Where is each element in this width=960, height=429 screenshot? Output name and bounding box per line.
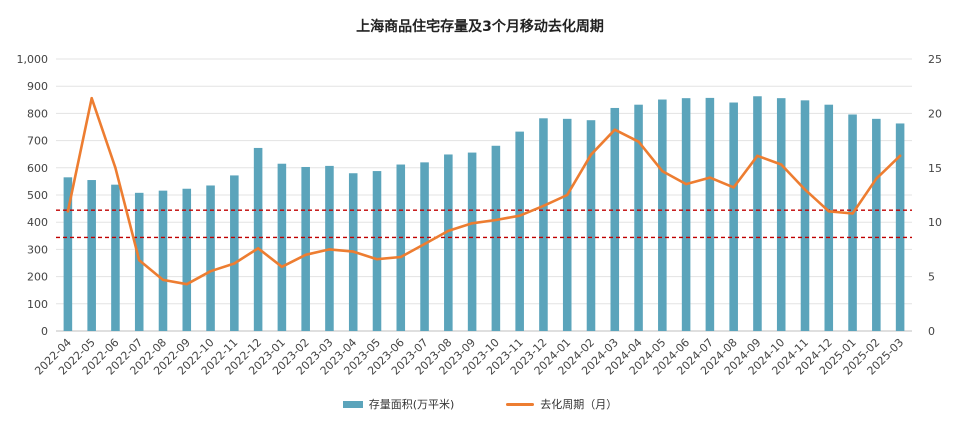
bar [753, 96, 762, 331]
bar [539, 118, 548, 332]
line-point [708, 176, 712, 179]
line-series [66, 96, 902, 286]
y-left-tick-label: 300 [27, 243, 48, 256]
legend-label-line: 去化周期（月） [540, 398, 618, 411]
legend-item-bar: 存量面积(万平米) [342, 396, 455, 412]
bar [277, 163, 287, 331]
line-point [494, 218, 498, 222]
line-point [566, 193, 569, 197]
chart-title: 上海商品住宅存量及3个月移动去化周期 [356, 19, 604, 35]
y-left-tick-label: 0 [41, 325, 48, 338]
line-point [542, 204, 545, 208]
line-point [732, 186, 735, 189]
bar [158, 190, 168, 331]
line-point [423, 242, 426, 246]
y-left-tick-label: 500 [27, 189, 48, 202]
line-point [161, 278, 165, 282]
y-left-tick-label: 400 [27, 216, 48, 229]
y-left-tick-label: 1,000 [17, 53, 49, 66]
bar [634, 104, 643, 331]
bar [848, 114, 857, 331]
line-point [328, 248, 331, 251]
y-left-tick-label: 700 [27, 135, 48, 148]
line-point [138, 259, 141, 262]
bar [872, 118, 881, 331]
bar [800, 100, 810, 332]
line-point [756, 154, 759, 158]
y-right-tick-label: 15 [928, 162, 942, 175]
chart-plot: 0 100 200 300 400 500 600 700 800 900 1,000 0 5 10 15 2… [17, 53, 943, 378]
line-point [613, 128, 616, 131]
bar [206, 185, 215, 331]
bar [705, 97, 715, 332]
bar [111, 184, 120, 331]
bar [515, 131, 524, 331]
y-right-tick-label: 0 [928, 325, 935, 338]
bar [658, 99, 667, 331]
bar [562, 118, 572, 331]
bar [87, 180, 96, 331]
y-right-tick-label: 25 [928, 53, 942, 66]
line-point [637, 140, 640, 143]
bar [182, 188, 192, 331]
legend-swatch-line [506, 402, 535, 406]
bar [230, 175, 239, 331]
line-point [898, 154, 902, 158]
bar [420, 162, 429, 331]
line-point [780, 163, 783, 166]
bar [681, 98, 691, 331]
line-point [399, 255, 402, 259]
line-point [851, 212, 854, 215]
line-point [256, 247, 260, 250]
y-left-tick-label: 200 [27, 271, 48, 284]
y-right-tick-label: 20 [928, 107, 942, 120]
bar [610, 107, 620, 332]
line-point [661, 169, 664, 173]
line-point [875, 177, 878, 180]
bar [729, 102, 738, 332]
line-point [827, 210, 830, 213]
y-left-tick-label: 900 [27, 80, 48, 93]
line-point [518, 214, 521, 217]
line-point [185, 283, 188, 286]
legend-label-bar: 存量面积(万平米) [368, 398, 455, 411]
line-point [304, 253, 307, 257]
y-right-tick-label: 10 [928, 216, 942, 229]
bar [895, 123, 905, 332]
line-point [66, 210, 70, 213]
bar [824, 104, 834, 331]
bar [467, 152, 477, 331]
y-left-tick-label: 600 [27, 162, 48, 175]
line-point [470, 222, 474, 225]
chart-legend: 存量面积(万平米) 去化周期（月） [0, 394, 960, 414]
line-point [114, 166, 117, 169]
line-point [233, 262, 236, 265]
bar [586, 120, 596, 331]
y-right-tick-label: 5 [928, 271, 935, 284]
line-point [803, 188, 807, 191]
line-point [90, 96, 93, 100]
bar [253, 147, 263, 331]
line-point [352, 250, 355, 253]
y-left-tick-label: 100 [27, 298, 48, 311]
legend-swatch-bar [342, 400, 363, 408]
bar [396, 164, 406, 331]
line-point [209, 269, 212, 273]
bar [301, 166, 310, 331]
y-left-tick-label: 800 [27, 107, 48, 120]
bar [444, 154, 453, 331]
line-point [447, 229, 450, 233]
line-point [375, 257, 379, 261]
line-point [589, 153, 593, 156]
line-point [684, 182, 688, 186]
line-point [280, 265, 284, 269]
bar [372, 171, 382, 331]
bar [776, 98, 786, 331]
legend-item-line: 去化周期（月） [506, 396, 617, 412]
bar [63, 177, 73, 331]
bar [491, 145, 501, 331]
